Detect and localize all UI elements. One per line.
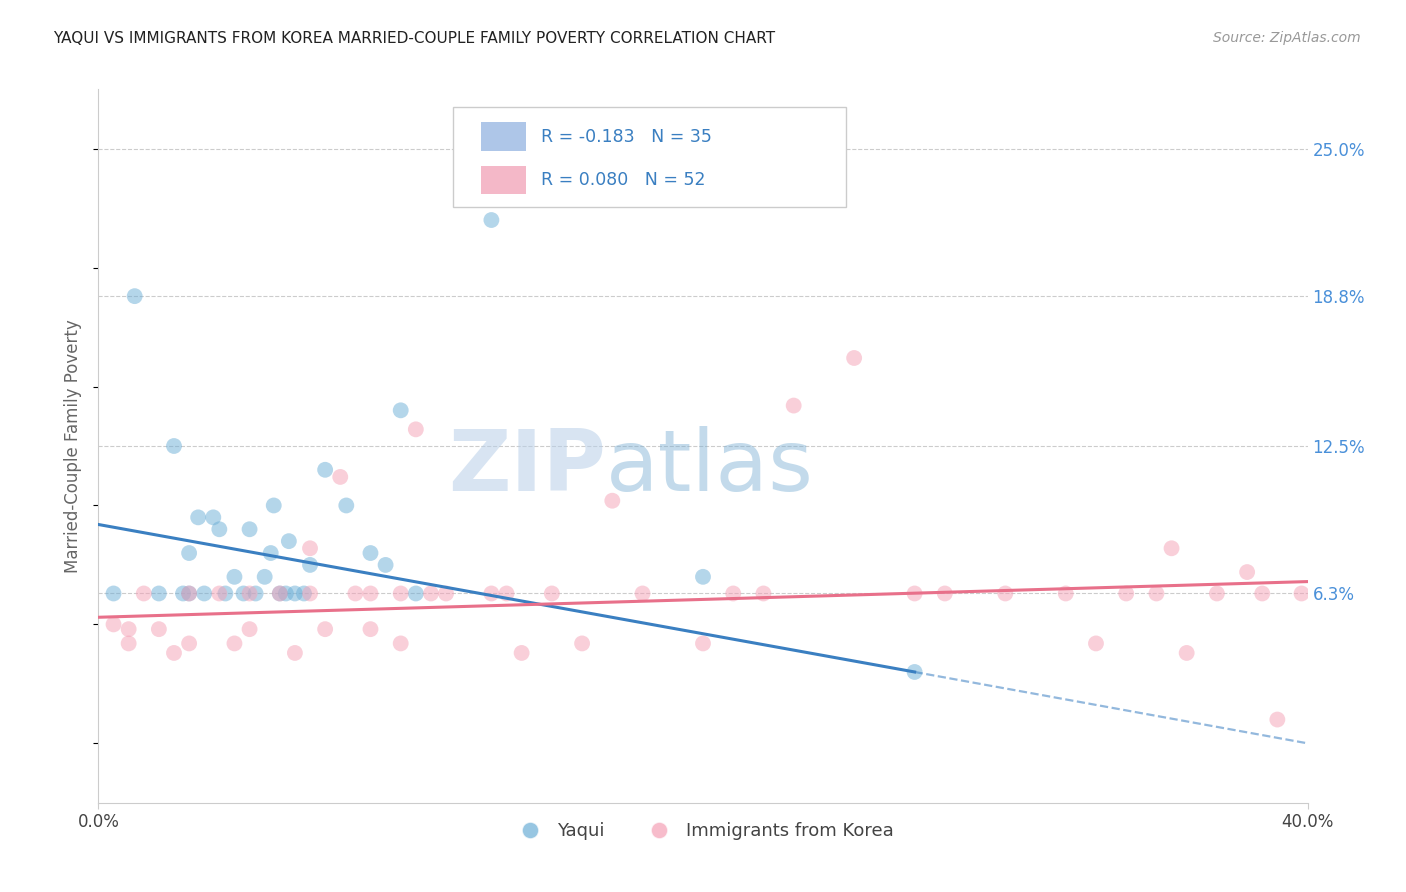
Point [239,522,262,536]
Point [1160,541,1182,556]
Point [269,586,291,600]
Point [1144,586,1167,600]
Point [692,570,714,584]
Point [360,622,382,636]
Point [263,499,285,513]
Point [934,586,956,600]
Point [344,586,367,600]
Point [163,646,186,660]
Point [495,586,517,600]
Point [1054,586,1077,600]
Point [1206,586,1229,600]
Point [299,558,322,572]
Point [904,586,927,600]
Point [314,622,336,636]
Text: Source: ZipAtlas.com: Source: ZipAtlas.com [1213,31,1361,45]
Point [239,586,262,600]
Point [172,586,194,600]
Point [179,586,201,600]
Point [510,646,533,660]
Point [245,586,267,600]
Point [329,470,352,484]
Point [389,403,412,417]
Point [1236,565,1258,579]
FancyBboxPatch shape [453,107,845,207]
Point [179,586,201,600]
Point [103,586,125,600]
Point [360,586,382,600]
Text: R = 0.080   N = 52: R = 0.080 N = 52 [541,171,706,189]
Point [374,558,396,572]
Point [103,617,125,632]
Point [224,570,246,584]
Point [783,399,806,413]
Bar [481,122,526,151]
Text: ZIP: ZIP [449,425,606,509]
Point [299,586,322,600]
Point [277,534,299,549]
Legend: Yaqui, Immigrants from Korea: Yaqui, Immigrants from Korea [505,815,901,847]
Point [284,586,307,600]
Point [723,586,745,600]
Point [214,586,236,600]
Point [1115,586,1137,600]
Point [405,422,427,436]
Point [202,510,225,524]
Point [1085,636,1108,650]
Point [132,586,155,600]
Point [571,636,593,650]
Point [299,541,322,556]
Text: atlas: atlas [606,425,814,509]
Point [187,510,209,524]
Point [631,142,654,156]
Point [481,213,503,227]
Point [405,586,427,600]
Point [239,622,262,636]
Point [208,522,231,536]
Point [994,586,1017,600]
Point [274,586,297,600]
Point [179,546,201,560]
Point [292,586,315,600]
Point [284,646,307,660]
Point [335,499,357,513]
Point [602,493,624,508]
Point [1267,713,1289,727]
Point [904,665,927,679]
Point [540,586,562,600]
Point [1251,586,1274,600]
Point [692,636,714,650]
Point [253,570,276,584]
Point [260,546,283,560]
Point [389,586,412,600]
Bar [481,166,526,194]
Point [631,586,654,600]
Point [269,586,291,600]
Y-axis label: Married-Couple Family Poverty: Married-Couple Family Poverty [65,319,83,573]
Point [163,439,186,453]
Point [179,636,201,650]
Point [481,586,503,600]
Point [118,636,141,650]
Point [420,586,443,600]
Point [118,622,141,636]
Point [389,636,412,650]
Point [844,351,866,365]
Point [1175,646,1198,660]
Point [148,586,170,600]
Point [314,463,336,477]
Point [208,586,231,600]
Point [752,586,775,600]
Point [148,622,170,636]
Point [193,586,215,600]
Point [360,546,382,560]
Point [434,586,457,600]
Text: R = -0.183   N = 35: R = -0.183 N = 35 [541,128,711,145]
Point [224,636,246,650]
Point [1291,586,1313,600]
Point [124,289,146,303]
Text: YAQUI VS IMMIGRANTS FROM KOREA MARRIED-COUPLE FAMILY POVERTY CORRELATION CHART: YAQUI VS IMMIGRANTS FROM KOREA MARRIED-C… [53,31,776,46]
Point [232,586,254,600]
